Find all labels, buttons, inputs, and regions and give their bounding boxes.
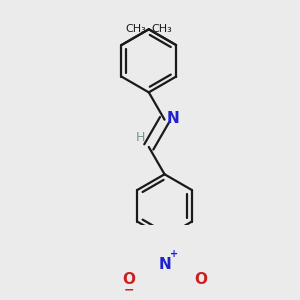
Text: CH₃: CH₃ bbox=[152, 24, 172, 34]
Text: H: H bbox=[136, 131, 145, 144]
Text: N: N bbox=[167, 111, 179, 126]
Text: N: N bbox=[158, 256, 171, 272]
Text: +: + bbox=[170, 249, 178, 259]
Text: −: − bbox=[123, 284, 134, 296]
Text: CH₃: CH₃ bbox=[125, 24, 146, 34]
Text: O: O bbox=[194, 272, 207, 287]
Text: O: O bbox=[122, 272, 135, 287]
